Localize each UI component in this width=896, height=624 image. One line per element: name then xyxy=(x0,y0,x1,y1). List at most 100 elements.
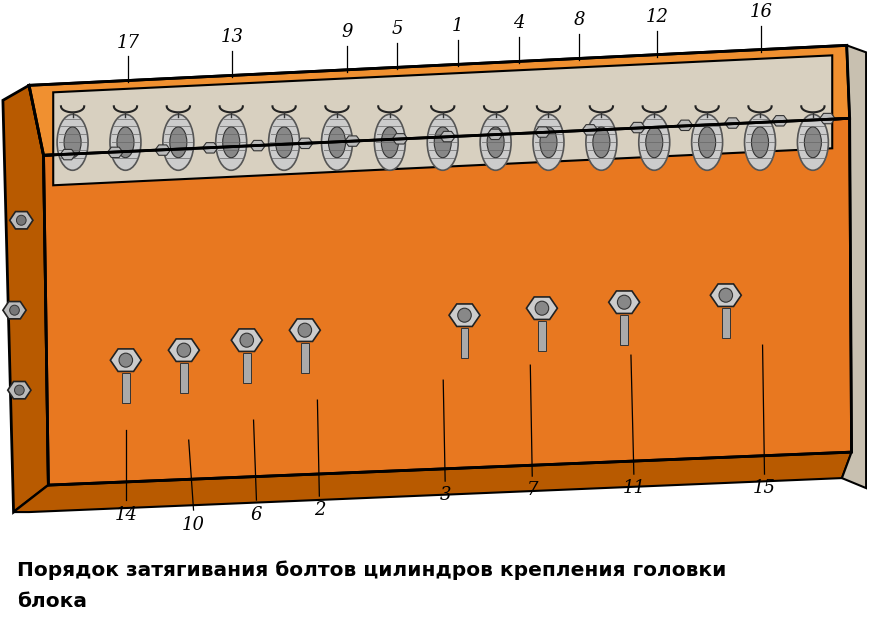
Text: Порядок затягивания болтов цилиндров крепления головки: Порядок затягивания болтов цилиндров кре… xyxy=(17,560,727,580)
Ellipse shape xyxy=(329,127,346,158)
Polygon shape xyxy=(29,46,849,155)
Ellipse shape xyxy=(163,114,194,170)
Polygon shape xyxy=(155,145,170,155)
Polygon shape xyxy=(535,127,550,137)
Ellipse shape xyxy=(639,114,669,170)
Text: 1: 1 xyxy=(452,17,463,36)
Ellipse shape xyxy=(699,127,716,158)
FancyBboxPatch shape xyxy=(122,373,130,403)
Polygon shape xyxy=(202,143,218,153)
Ellipse shape xyxy=(480,114,511,170)
FancyBboxPatch shape xyxy=(301,343,309,373)
Circle shape xyxy=(14,385,24,395)
Polygon shape xyxy=(487,129,503,140)
Circle shape xyxy=(16,215,26,225)
Circle shape xyxy=(617,295,631,310)
Ellipse shape xyxy=(745,114,775,170)
Ellipse shape xyxy=(540,127,557,158)
Polygon shape xyxy=(345,136,360,146)
Text: 4: 4 xyxy=(513,14,524,32)
Ellipse shape xyxy=(435,127,452,158)
Polygon shape xyxy=(440,132,455,142)
Polygon shape xyxy=(725,118,740,129)
Polygon shape xyxy=(608,291,640,313)
Circle shape xyxy=(240,333,254,347)
Circle shape xyxy=(10,305,20,315)
Polygon shape xyxy=(60,149,75,160)
Text: 2: 2 xyxy=(314,501,325,519)
Ellipse shape xyxy=(276,127,293,158)
Ellipse shape xyxy=(533,114,564,170)
Polygon shape xyxy=(677,120,693,130)
Polygon shape xyxy=(108,147,123,157)
Text: 13: 13 xyxy=(221,29,244,46)
Ellipse shape xyxy=(223,127,240,158)
Text: 16: 16 xyxy=(750,2,772,21)
Text: 12: 12 xyxy=(646,7,668,26)
Polygon shape xyxy=(13,452,851,512)
Ellipse shape xyxy=(216,114,246,170)
Ellipse shape xyxy=(382,127,399,158)
Polygon shape xyxy=(630,122,645,133)
Ellipse shape xyxy=(586,114,616,170)
Polygon shape xyxy=(297,138,313,149)
Circle shape xyxy=(458,308,471,322)
Text: 7: 7 xyxy=(527,481,538,499)
FancyBboxPatch shape xyxy=(620,315,628,345)
FancyBboxPatch shape xyxy=(180,363,188,393)
Ellipse shape xyxy=(797,114,829,170)
FancyBboxPatch shape xyxy=(243,353,251,383)
Polygon shape xyxy=(3,85,48,512)
Circle shape xyxy=(719,288,733,302)
Polygon shape xyxy=(44,119,851,485)
Text: 10: 10 xyxy=(182,516,205,534)
Polygon shape xyxy=(527,297,557,319)
Polygon shape xyxy=(168,339,199,361)
FancyBboxPatch shape xyxy=(461,328,469,358)
Circle shape xyxy=(535,301,548,315)
Text: 15: 15 xyxy=(753,479,776,497)
Ellipse shape xyxy=(269,114,299,170)
Ellipse shape xyxy=(117,127,134,158)
FancyBboxPatch shape xyxy=(722,308,729,338)
Polygon shape xyxy=(10,212,33,229)
Text: 14: 14 xyxy=(115,506,137,524)
Polygon shape xyxy=(449,304,480,326)
Ellipse shape xyxy=(170,127,187,158)
Ellipse shape xyxy=(487,127,504,158)
Text: 9: 9 xyxy=(341,23,353,41)
Text: 6: 6 xyxy=(251,506,263,524)
Polygon shape xyxy=(53,56,832,185)
Ellipse shape xyxy=(646,127,663,158)
Circle shape xyxy=(298,323,312,337)
Text: 8: 8 xyxy=(573,11,585,29)
Polygon shape xyxy=(842,46,866,488)
FancyBboxPatch shape xyxy=(538,321,546,351)
Polygon shape xyxy=(3,301,26,319)
Text: 3: 3 xyxy=(439,486,451,504)
Ellipse shape xyxy=(752,127,769,158)
Text: 11: 11 xyxy=(623,479,645,497)
Ellipse shape xyxy=(110,114,141,170)
Ellipse shape xyxy=(805,127,822,158)
Ellipse shape xyxy=(64,127,82,158)
Ellipse shape xyxy=(375,114,405,170)
Ellipse shape xyxy=(427,114,458,170)
Circle shape xyxy=(119,353,133,367)
Polygon shape xyxy=(231,329,263,351)
Polygon shape xyxy=(289,319,320,341)
Polygon shape xyxy=(711,284,741,306)
Polygon shape xyxy=(8,381,31,399)
Polygon shape xyxy=(110,349,142,371)
Polygon shape xyxy=(250,140,265,151)
Polygon shape xyxy=(772,115,788,126)
Ellipse shape xyxy=(57,114,88,170)
Ellipse shape xyxy=(593,127,610,158)
Text: 17: 17 xyxy=(116,34,140,52)
Polygon shape xyxy=(582,125,598,135)
Circle shape xyxy=(177,343,191,357)
Text: 5: 5 xyxy=(392,21,403,38)
Ellipse shape xyxy=(322,114,352,170)
Ellipse shape xyxy=(692,114,722,170)
Text: блока: блока xyxy=(17,592,88,611)
